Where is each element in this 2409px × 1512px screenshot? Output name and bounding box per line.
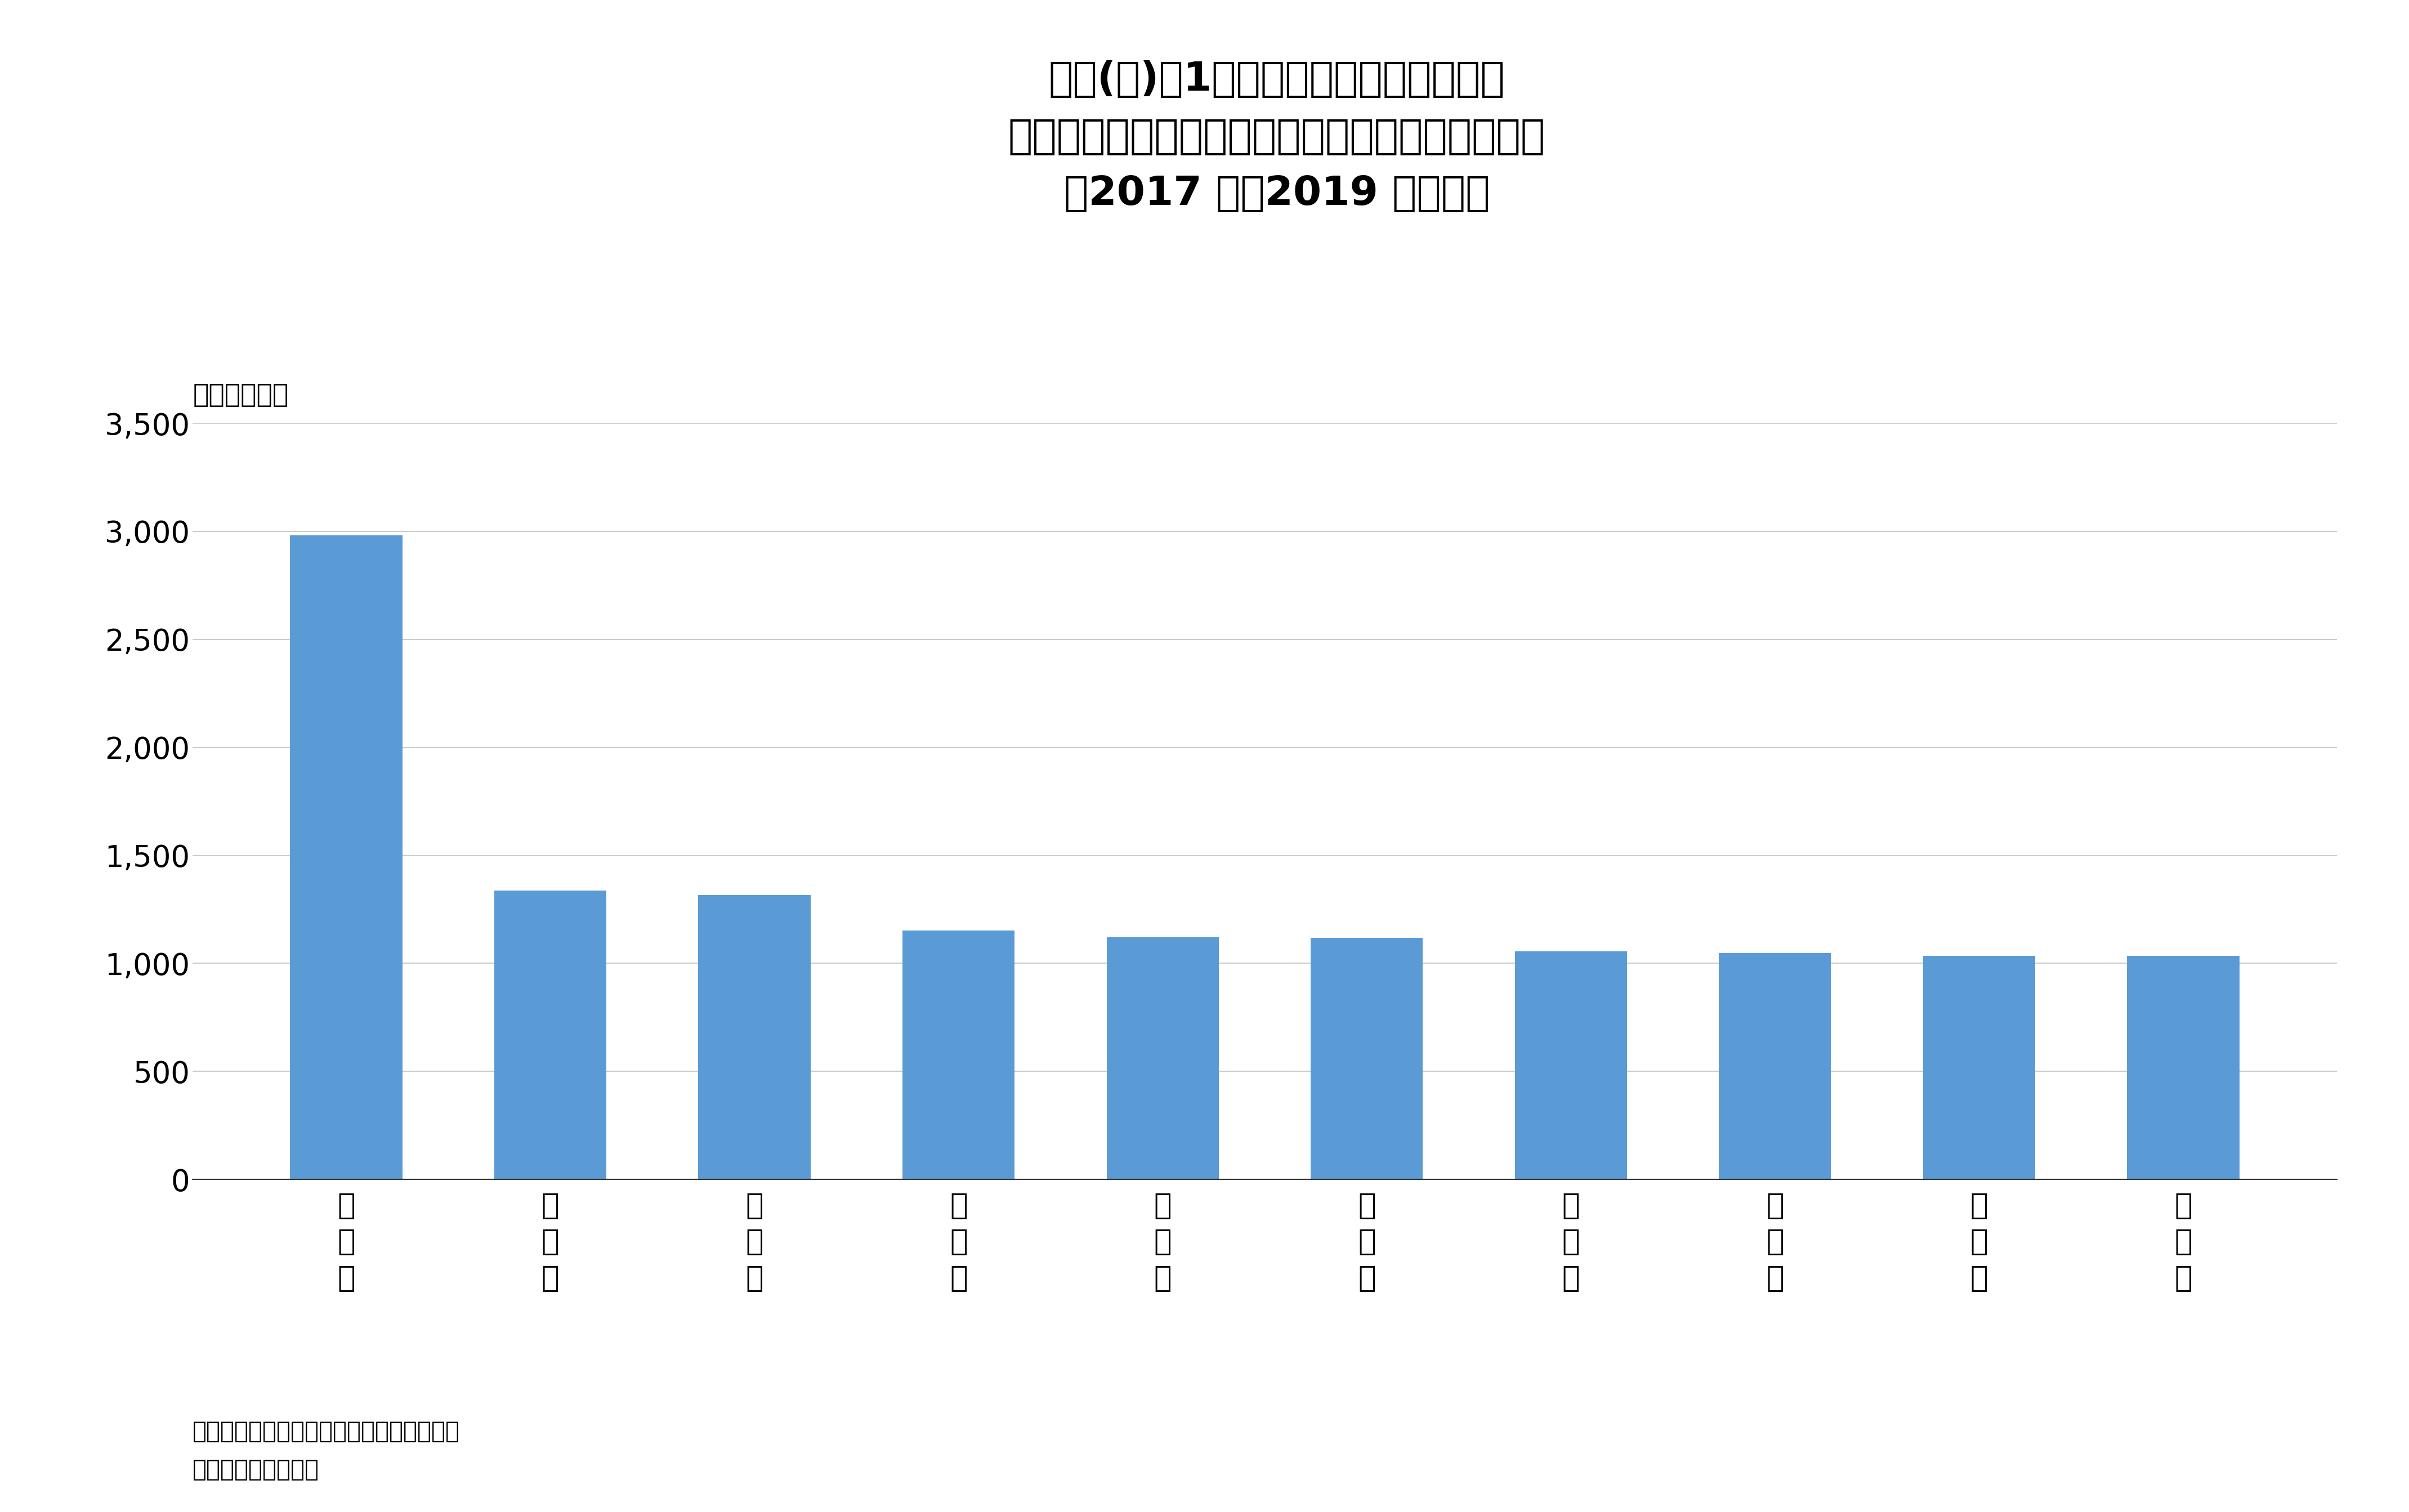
Bar: [1720, 953, 1831, 1179]
Bar: [494, 891, 607, 1179]
Bar: [903, 930, 1014, 1179]
Text: （単位：円）: （単位：円）: [193, 383, 289, 408]
Bar: [699, 895, 809, 1179]
Bar: [1922, 956, 2036, 1179]
Text: かき(貝)の1世帯当たり年間支出金額の
都道府県庁所在市及び政令指定都市別ランキング
（2017 年～2019 年平均）: かき(貝)の1世帯当たり年間支出金額の 都道府県庁所在市及び政令指定都市別ランキ…: [1007, 60, 1547, 213]
Bar: [1515, 951, 1626, 1179]
Bar: [1106, 937, 1219, 1179]
Bar: [2127, 956, 2240, 1179]
Text: 出典）総務省統計局「家計調査」より作成
注）二人以上の世帯: 出典）総務省統計局「家計調査」より作成 注）二人以上の世帯: [193, 1420, 460, 1482]
Bar: [1310, 937, 1424, 1179]
Bar: [289, 535, 402, 1179]
